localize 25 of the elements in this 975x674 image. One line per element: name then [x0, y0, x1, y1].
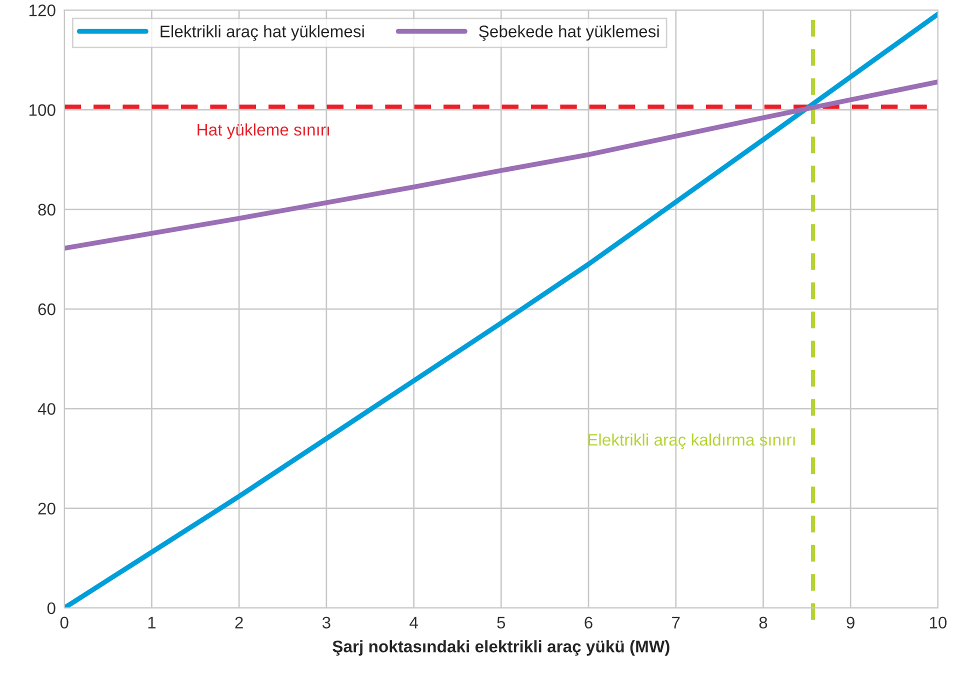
x-tick-label: 5: [497, 616, 506, 629]
x-tick-label: 1: [148, 616, 156, 628]
legend-label: Şebekede hat yüklemesi: [479, 25, 659, 41]
y-tick-label: 60: [38, 303, 56, 316]
y-tick-label: 120: [29, 4, 56, 16]
x-tick-label: 9: [846, 616, 854, 629]
x-tick-label: 8: [759, 616, 768, 629]
x-tick-label: 7: [672, 616, 680, 628]
y-tick-label: 20: [38, 502, 56, 515]
x-tick-label: 3: [322, 616, 330, 629]
x-tick-label: 0: [60, 616, 68, 629]
x-tick-label: 2: [235, 616, 243, 628]
y-tick-label: 80: [38, 204, 56, 216]
y-tick-label: 40: [38, 403, 56, 415]
x-axis-title: Şarj noktasındaki elektrikli araç yükü (MW): [332, 640, 670, 656]
x-tick-label: 10: [930, 616, 947, 629]
legend-label: Elektrikli araç hat yüklemesi: [160, 25, 364, 41]
line-series: [64, 79, 938, 251]
ref-line-label: Hat yükleme sınırı: [198, 123, 330, 139]
x-tick-label: 6: [584, 616, 592, 629]
y-tick-label: 0: [47, 602, 56, 614]
line-series: [64, 12, 938, 608]
y-tick-label: 100: [29, 104, 56, 116]
ref-line-label: Elektrikli araç kaldırma sınırı: [588, 433, 795, 450]
x-tick-label: 4: [410, 616, 418, 628]
